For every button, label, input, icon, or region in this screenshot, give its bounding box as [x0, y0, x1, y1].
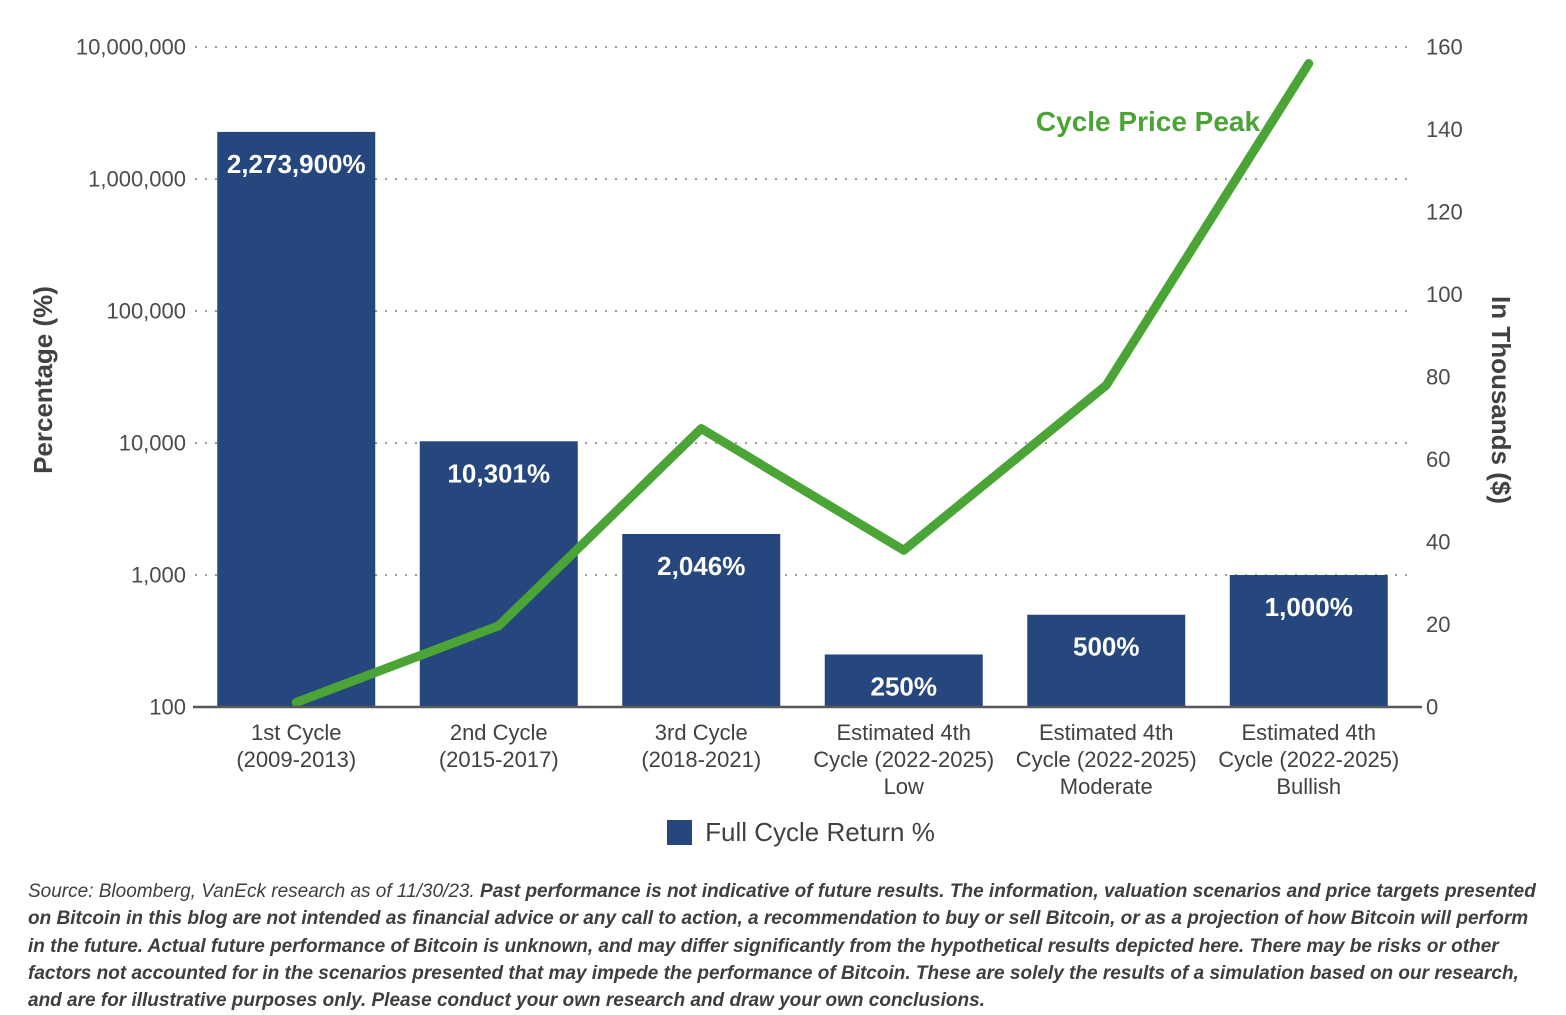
bar-value-label: 500% [1073, 632, 1140, 662]
x-axis-category-label: Estimated 4th Cycle (2022-2025) Low [813, 720, 994, 799]
bar [217, 131, 376, 707]
x-axis-category-label: 3rd Cycle (2018-2021) [641, 720, 761, 772]
source-text: Source: Bloomberg, VanEck research as of… [28, 881, 481, 902]
left-axis-tick-label: 1,000 [131, 563, 186, 588]
bar-value-label: 2,046% [657, 551, 745, 581]
bar-value-label: 10,301% [447, 458, 550, 488]
right-axis-tick-label: 0 [1426, 695, 1438, 720]
right-axis-tick-label: 120 [1426, 200, 1463, 225]
right-axis-tick-label: 80 [1426, 365, 1450, 390]
bar [1229, 575, 1388, 707]
legend-swatch-full-cycle-return [667, 820, 693, 845]
x-axis-category-label: Estimated 4th Cycle (2022-2025) Bullish [1218, 720, 1399, 799]
bar-value-label: 2,273,900% [227, 149, 366, 179]
source-disclaimer: Source: Bloomberg, VanEck research as of… [28, 878, 1536, 1015]
left-axis-tick-label: 100 [149, 695, 186, 720]
right-axis-title: In Thousands ($) [1486, 296, 1516, 504]
left-axis-tick-label: 1,000,000 [88, 167, 186, 192]
legend-label: Full Cycle Return % [705, 817, 935, 847]
right-axis-tick-label: 60 [1426, 447, 1450, 472]
bar-value-label: 250% [871, 671, 938, 701]
disclaimer-text: Past performance is not indicative of fu… [28, 881, 1536, 1012]
right-axis-tick-label: 160 [1426, 35, 1463, 60]
right-axis-tick-label: 100 [1426, 282, 1463, 307]
x-axis-category-label: 1st Cycle (2009-2013) [236, 720, 356, 772]
chart-canvas: 2,273,900% 10,301% 2,046% 250% 500% 1,000% Cyc… [28, 35, 1516, 800]
right-axis-tick-label: 140 [1426, 117, 1463, 142]
bar-value-label: 1,000% [1265, 592, 1353, 622]
bar [622, 533, 781, 707]
left-axis-tick-label: 10,000 [119, 431, 186, 456]
bar [824, 654, 983, 707]
cycle-price-peak-line [291, 59, 1314, 707]
left-axis-tick-label: 100,000 [106, 299, 186, 324]
x-axis-category-label: 2nd Cycle (2015-2017) [439, 720, 559, 772]
left-axis-title: Percentage (%) [28, 286, 58, 474]
legend: Full Cycle Return % [667, 817, 935, 848]
right-axis-tick-label: 20 [1426, 612, 1450, 637]
bar [1027, 614, 1186, 707]
right-axis-tick-label: 40 [1426, 530, 1450, 555]
x-axis-category-label: Estimated 4th Cycle (2022-2025) Moderate [1016, 720, 1197, 799]
left-axis-tick-label: 10,000,000 [76, 35, 186, 60]
line-series-annotation: Cycle Price Peak [1036, 106, 1261, 137]
